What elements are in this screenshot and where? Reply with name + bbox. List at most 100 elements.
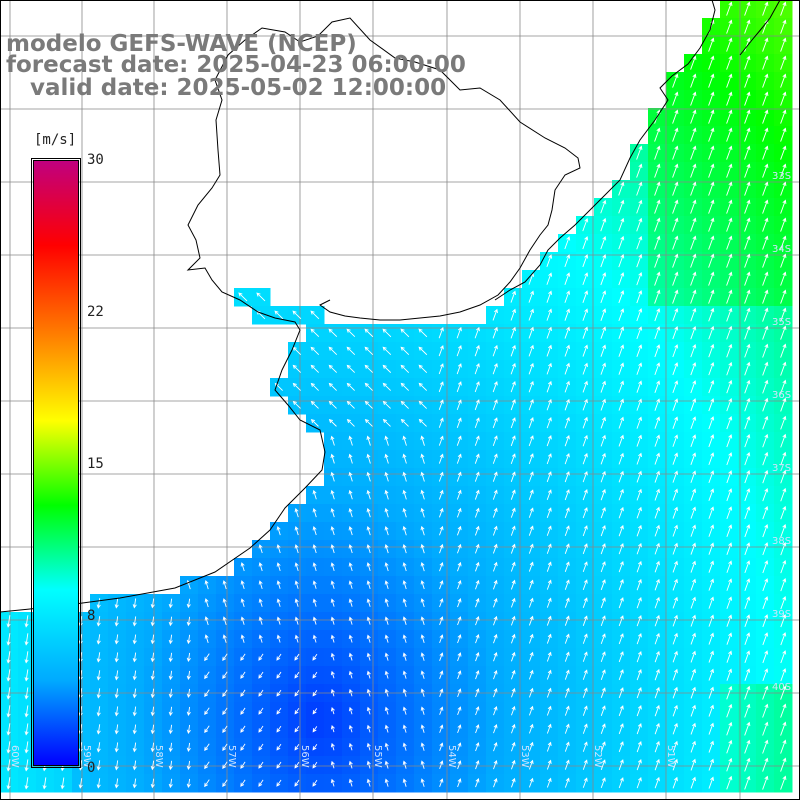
wind-vector-arrow xyxy=(564,344,570,357)
wind-vector-arrow xyxy=(744,397,751,412)
wind-vector-arrow xyxy=(726,668,733,681)
wind-vector-arrow xyxy=(402,742,407,751)
wind-vector-arrow xyxy=(690,325,697,340)
wind-vector-arrow xyxy=(258,634,263,643)
wind-vector-arrow xyxy=(510,597,516,608)
wind-vector-arrow xyxy=(510,525,516,536)
wind-vector-arrow xyxy=(726,379,733,394)
wind-vector-arrow xyxy=(672,578,678,591)
wind-vector-arrow xyxy=(708,55,715,70)
wind-vector-arrow xyxy=(780,217,787,232)
wind-vector-arrow xyxy=(726,127,733,142)
wind-vector-arrow xyxy=(384,580,389,590)
wind-vector-arrow xyxy=(744,596,751,609)
wind-vector-arrow xyxy=(546,687,552,698)
wind-vector-arrow xyxy=(546,543,552,554)
wind-vector-arrow xyxy=(780,415,787,430)
wind-vector-arrow xyxy=(186,688,191,698)
wind-vector-arrow xyxy=(708,217,715,232)
wind-vector-arrow xyxy=(546,254,553,267)
wind-vector-arrow xyxy=(346,346,356,355)
wind-vector-arrow xyxy=(456,326,462,339)
wind-vector-arrow xyxy=(456,489,462,500)
wind-vector-arrow xyxy=(492,453,498,464)
wind-vector-arrow xyxy=(600,759,606,771)
wind-vector-arrow xyxy=(744,379,751,394)
wind-vector-arrow xyxy=(708,524,715,537)
wind-vector-arrow xyxy=(708,632,715,645)
wind-vector-arrow xyxy=(402,435,407,446)
wind-vector-arrow xyxy=(672,217,679,232)
wind-vector-arrow xyxy=(384,471,389,482)
wind-vector-arrow xyxy=(762,542,769,556)
wind-vector-arrow xyxy=(292,400,301,409)
wind-vector-arrow xyxy=(726,145,733,160)
wind-vector-arrow xyxy=(600,687,606,698)
wind-vector-arrow xyxy=(726,703,733,718)
wind-vector-arrow xyxy=(366,760,371,769)
wind-vector-arrow xyxy=(222,743,228,751)
wind-vector-arrow xyxy=(24,705,29,718)
wind-vector-arrow xyxy=(654,289,661,304)
wind-vector-arrow xyxy=(150,688,155,699)
wind-vector-arrow xyxy=(60,777,65,790)
colorbar-tick-0: 0 xyxy=(87,760,96,776)
wind-vector-arrow xyxy=(636,217,643,232)
wind-vector-arrow xyxy=(600,777,606,789)
wind-vector-arrow xyxy=(400,346,410,356)
wind-vector-arrow xyxy=(690,91,697,106)
wind-vector-arrow xyxy=(672,722,678,735)
wind-vector-arrow xyxy=(276,707,282,715)
wind-vector-arrow xyxy=(672,398,679,411)
wind-vector-arrow xyxy=(364,400,373,409)
wind-vector-arrow xyxy=(222,689,228,697)
wind-vector-arrow xyxy=(456,453,462,464)
wind-vector-arrow xyxy=(600,272,607,286)
colorbar-unit: [m/s] xyxy=(34,132,77,148)
wind-vector-arrow xyxy=(708,470,715,483)
wind-vector-arrow xyxy=(762,325,769,340)
wind-vector-arrow xyxy=(672,560,678,573)
wind-vector-arrow xyxy=(492,308,498,321)
wind-vector-arrow xyxy=(310,346,320,355)
wind-vector-arrow xyxy=(400,400,409,409)
wind-vector-arrow xyxy=(618,452,624,465)
wind-vector-arrow xyxy=(708,398,715,412)
wind-vector-arrow xyxy=(636,560,642,573)
latitude-label: 35S xyxy=(772,317,791,328)
wind-vector-arrow xyxy=(438,345,444,357)
wind-vector-arrow xyxy=(600,416,606,429)
wind-vector-arrow xyxy=(222,634,227,643)
wind-vector-arrow xyxy=(114,760,119,771)
wind-vector-arrow xyxy=(582,452,588,465)
wind-vector-arrow xyxy=(312,616,317,625)
wind-vector-arrow xyxy=(654,704,660,717)
wind-vector-arrow xyxy=(690,109,697,124)
wind-vector-arrow xyxy=(636,741,642,753)
wind-vector-arrow xyxy=(726,757,733,772)
wind-vector-arrow xyxy=(780,235,787,250)
wind-vector-arrow xyxy=(618,669,624,681)
wind-vector-arrow xyxy=(708,668,714,681)
wind-vector-arrow xyxy=(780,523,787,538)
wind-vector-arrow xyxy=(420,507,425,518)
wind-vector-arrow xyxy=(528,308,534,321)
wind-vector-arrow xyxy=(292,310,302,320)
wind-vector-arrow xyxy=(186,742,191,752)
wind-vector-arrow xyxy=(636,199,643,214)
wind-vector-arrow xyxy=(726,217,733,232)
wind-vector-arrow xyxy=(762,578,769,592)
wind-vector-arrow xyxy=(690,253,697,268)
wind-vector-arrow xyxy=(726,361,733,376)
wind-vector-arrow xyxy=(528,525,534,536)
wind-vector-arrow xyxy=(457,670,462,680)
wind-vector-arrow xyxy=(618,470,624,483)
wind-vector-arrow xyxy=(780,307,787,322)
wind-vector-arrow xyxy=(384,453,389,464)
wind-vector-arrow xyxy=(780,397,787,412)
wind-vector-arrow xyxy=(636,272,643,286)
wind-vector-arrow xyxy=(384,544,389,554)
wind-vector-arrow xyxy=(493,651,498,662)
wind-vector-arrow xyxy=(24,669,29,682)
wind-vector-arrow xyxy=(276,653,282,661)
